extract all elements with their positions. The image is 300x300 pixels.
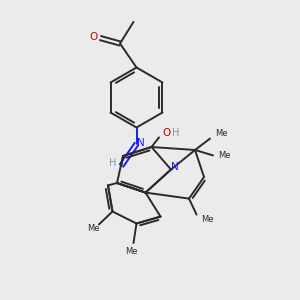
Text: N: N <box>137 138 145 148</box>
Text: Me: Me <box>87 224 99 233</box>
Text: H: H <box>110 158 117 169</box>
Text: Me: Me <box>125 247 138 256</box>
Text: O: O <box>90 32 98 43</box>
Text: Me: Me <box>215 129 228 138</box>
Text: N: N <box>171 161 178 172</box>
Text: O: O <box>162 128 171 138</box>
Text: Me: Me <box>218 151 231 160</box>
Text: H: H <box>172 128 179 138</box>
Text: Me: Me <box>202 214 214 224</box>
